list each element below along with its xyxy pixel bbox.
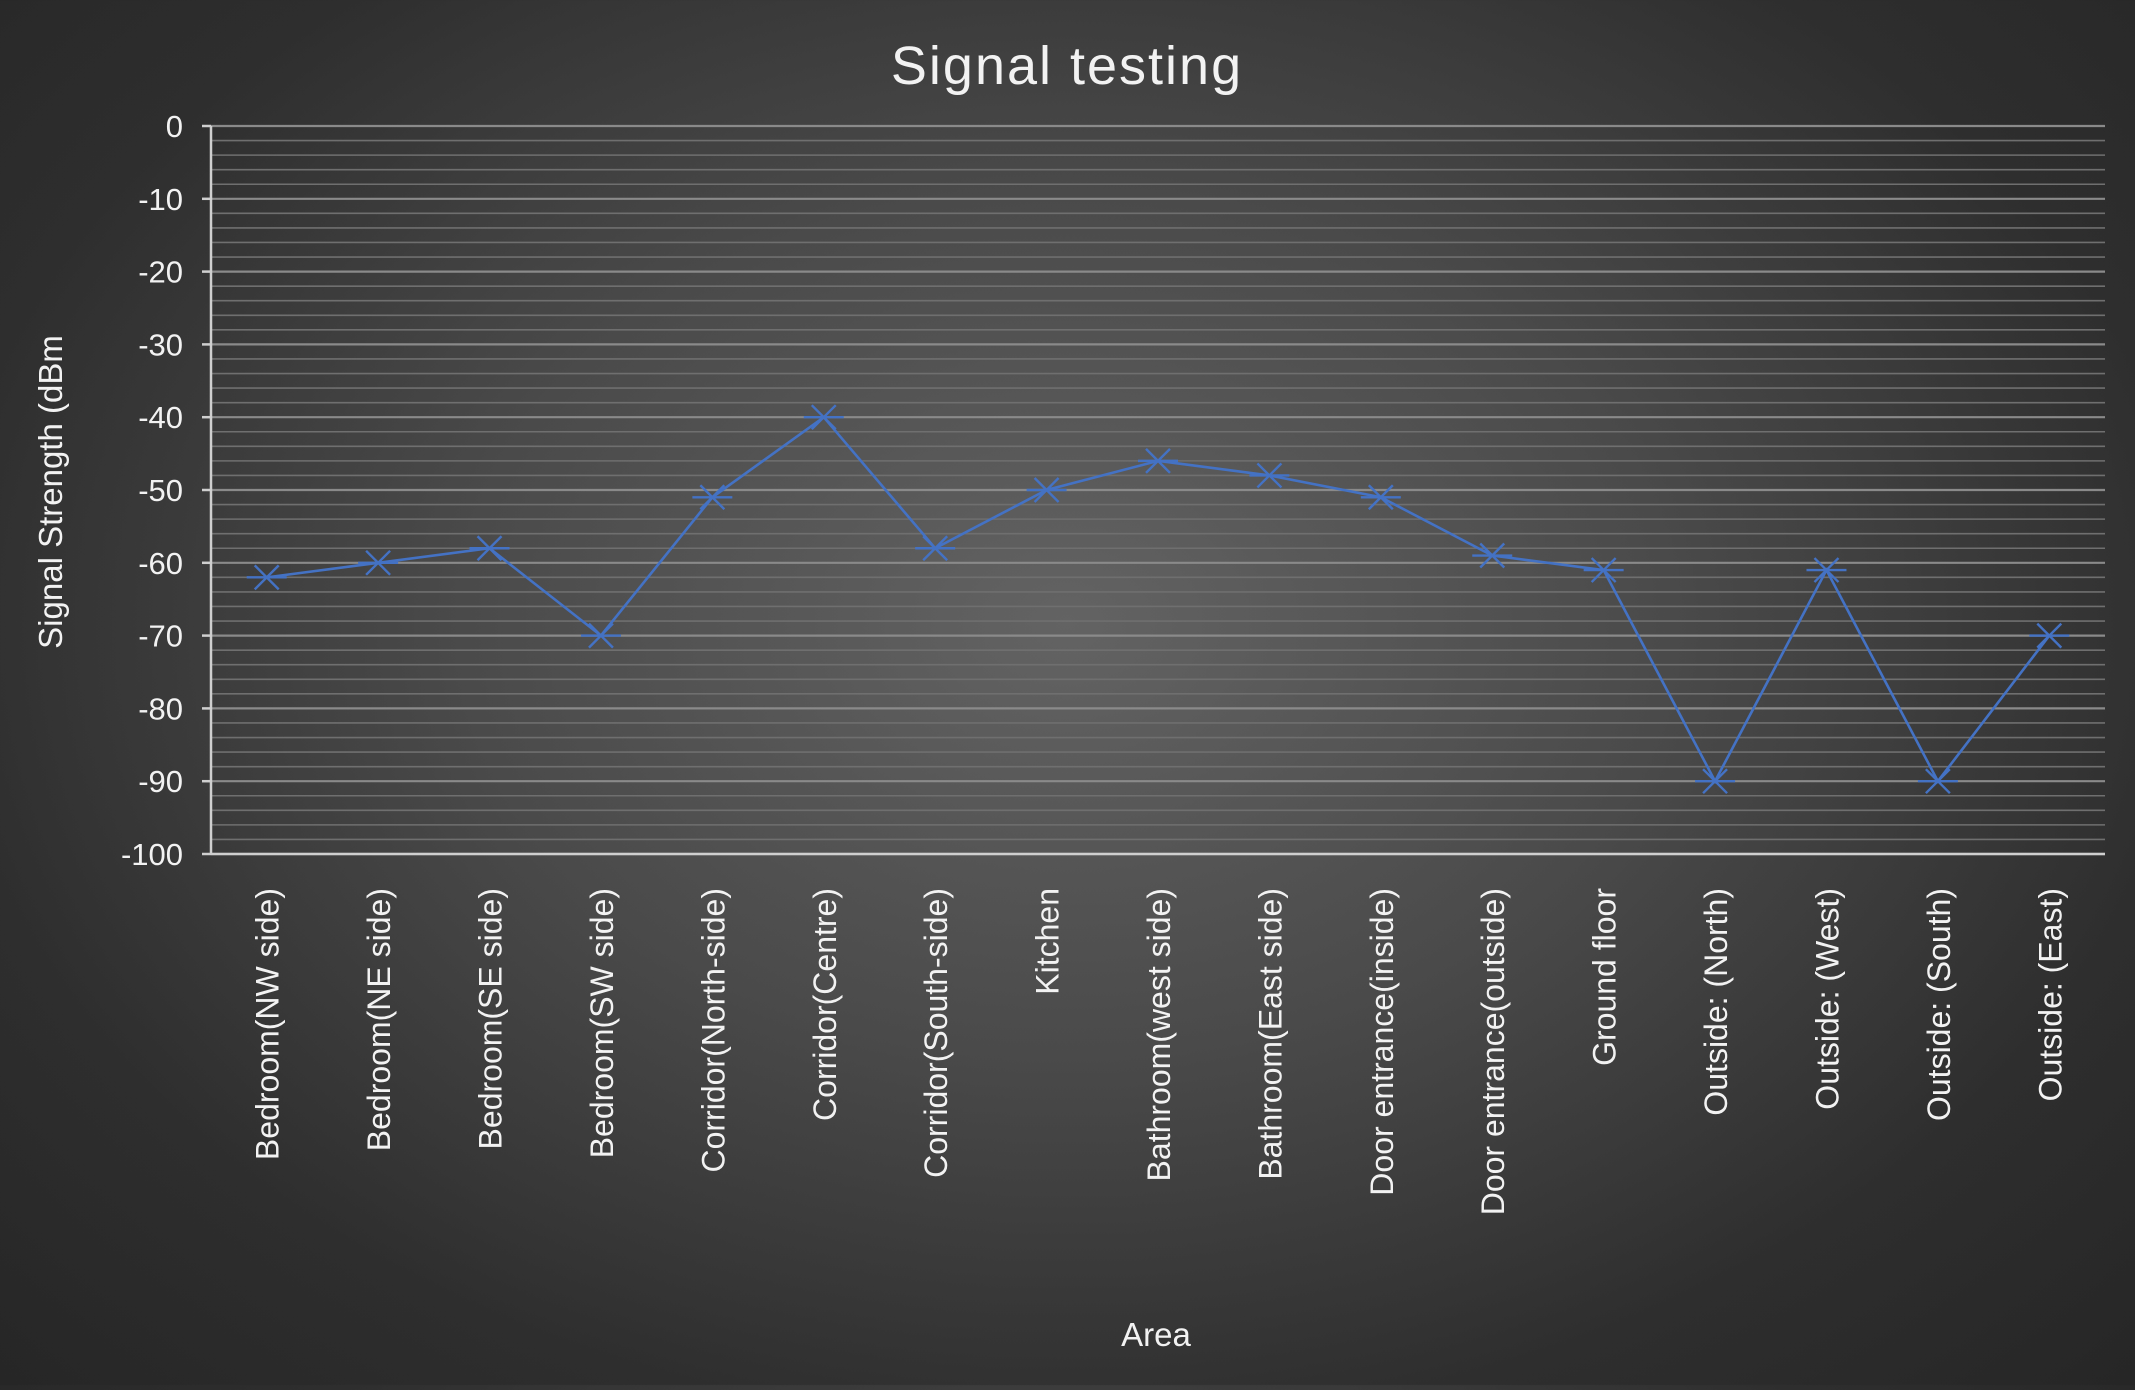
y-tick-label: -50 (138, 473, 183, 508)
y-tick-label: -90 (138, 764, 183, 799)
y-tick-label: -20 (138, 255, 183, 290)
x-tick-label: Outside: (South) (1921, 888, 1957, 1121)
y-tick-label: -80 (138, 691, 183, 726)
x-tick-label: Door entrance(outside) (1475, 888, 1511, 1215)
series-line (266, 415, 2051, 784)
x-tick-label: Bathroom(East side) (1252, 888, 1288, 1180)
series (246, 404, 2070, 795)
data-point-marker (915, 535, 956, 562)
x-tick-label: Outside: (West) (1809, 888, 1845, 1110)
x-tick-label: Bathroom(west side) (1141, 888, 1177, 1181)
data-point-marker (1138, 448, 1178, 474)
data-point-marker (1472, 542, 1513, 569)
data-point-marker (1917, 768, 1958, 795)
data-point-marker (1583, 557, 1624, 583)
y-tick-label: -10 (138, 182, 183, 217)
data-point-marker (358, 549, 399, 576)
data-point-marker (1360, 484, 1401, 511)
y-axis-title: Signal Strength (dBm (32, 335, 69, 649)
data-point-marker (580, 622, 621, 649)
data-point-marker (803, 404, 844, 431)
data-point-marker (1806, 557, 1847, 583)
data-point-marker (1249, 462, 1290, 489)
x-tick-label: Outside: (East) (2032, 888, 2068, 1101)
data-point-marker (1695, 768, 1736, 795)
y-tick-label: 0 (166, 109, 183, 144)
data-point-marker (1026, 477, 1067, 503)
x-tick-label: Bedroom(NE side) (361, 888, 397, 1151)
x-tick-label: Door entrance(inside) (1364, 888, 1400, 1196)
x-tick-label: Corridor(North-side) (695, 888, 731, 1173)
y-tick-label: -100 (121, 837, 183, 872)
x-tick-label: Outside: (North) (1698, 888, 1734, 1116)
y-axis-ticks: 0 -10 -20 -30 -40 -50 -60 -70 -80 -90 -100 (121, 109, 211, 872)
data-point-marker (469, 535, 510, 562)
grid (211, 124, 2105, 856)
y-tick-label: -70 (138, 619, 183, 654)
x-axis-title: Area (1121, 1316, 1191, 1353)
y-tick-label: -30 (138, 327, 183, 362)
data-point-marker (692, 484, 733, 511)
x-axis-ticks: Bedroom(NW side) Bedroom(NE side) Bedroom(… (250, 888, 2069, 1216)
data-point-marker (246, 564, 287, 591)
chart-title: Signal testing (891, 36, 1243, 96)
x-tick-label: Corridor(South-side) (918, 888, 954, 1178)
x-tick-label: Ground floor (1587, 888, 1623, 1066)
x-tick-label: Bedroom(SE side) (473, 888, 509, 1149)
x-tick-label: Corridor(Centre) (807, 888, 843, 1121)
data-point-marker (2029, 622, 2070, 649)
x-tick-label: Bedroom(SW side) (584, 888, 620, 1158)
y-tick-label: -40 (138, 400, 183, 435)
x-tick-label: Kitchen (1030, 888, 1066, 995)
x-tick-label: Bedroom(NW side) (250, 888, 286, 1160)
y-tick-label: -60 (138, 546, 183, 581)
